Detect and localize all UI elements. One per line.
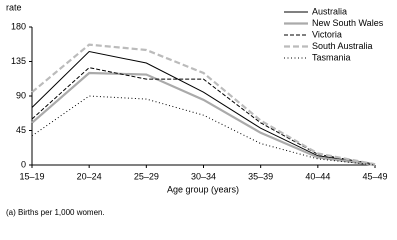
legend-label: South Australia xyxy=(312,41,373,51)
x-tick-label: 45–49 xyxy=(362,171,387,181)
y-tick-label: 0 xyxy=(21,159,26,169)
footnote: (a) Births per 1,000 women. xyxy=(6,208,105,217)
x-tick-label: 15–19 xyxy=(19,171,44,181)
x-tick-label: 35–39 xyxy=(248,171,273,181)
legend-label: New South Wales xyxy=(312,18,384,28)
y-tick-label: 45 xyxy=(16,125,26,135)
y-tick-label: 90 xyxy=(16,90,26,100)
y-tick-label: 135 xyxy=(11,56,26,66)
legend-label: Victoria xyxy=(312,29,342,39)
series-line xyxy=(31,71,376,167)
legend-label: Australia xyxy=(312,6,347,16)
x-tick-label: 25–29 xyxy=(134,171,159,181)
x-tick-label: 20–24 xyxy=(77,171,102,181)
y-tick-label: 180 xyxy=(11,21,26,31)
x-axis-label: Age group (years) xyxy=(167,184,239,194)
x-tick-label: 30–34 xyxy=(191,171,216,181)
x-tick-label: 40–44 xyxy=(305,171,330,181)
series-line xyxy=(31,43,376,166)
series-line xyxy=(31,50,376,165)
series-line xyxy=(31,95,376,166)
chart: rate Age group (years) (a) Births per 1,… xyxy=(6,2,388,217)
series-line xyxy=(31,67,376,165)
y-axis-label: rate xyxy=(6,2,22,12)
legend-label: Tasmania xyxy=(312,52,351,62)
